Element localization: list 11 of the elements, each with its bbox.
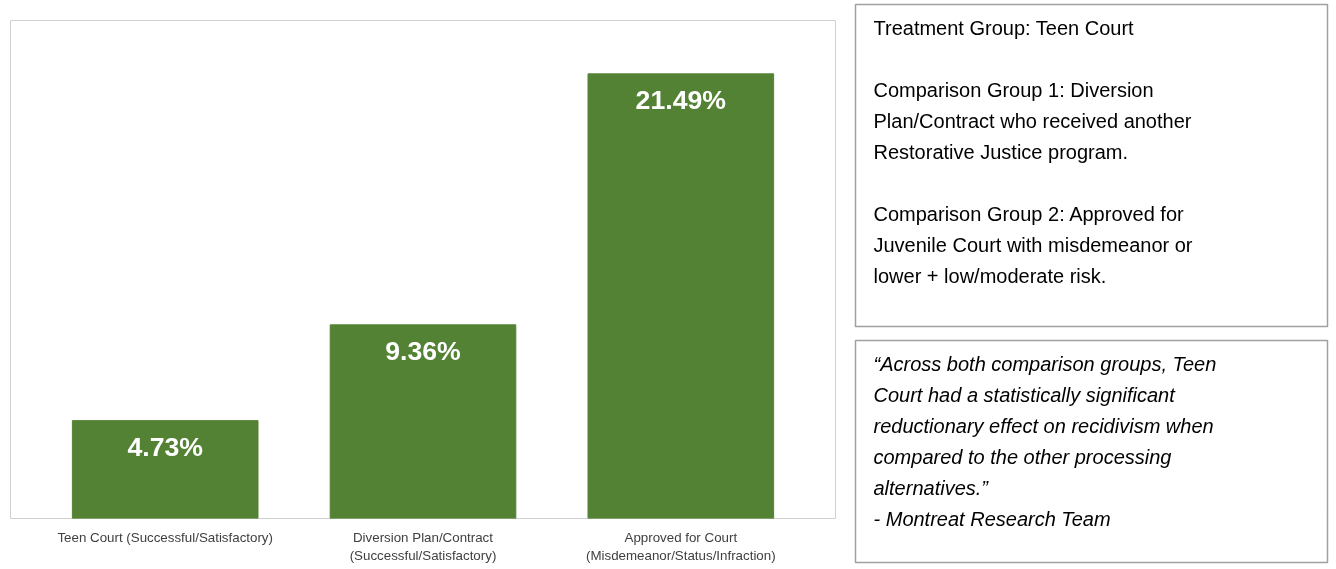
data-label: 9.36% — [385, 335, 461, 366]
x-tick-label: Approved for Court (Misdemeanor/Status/Infraction) — [586, 529, 776, 563]
data-label: 4.73% — [127, 431, 203, 462]
text: Comparison Group 2: Approved for Juvenile Court with misdemeanor or lower + low/moderate risk. — [873, 202, 1193, 287]
text: Treatment Group: Teen Court — [873, 16, 1135, 39]
x-tick-label: Teen Court (Successful/Satisfactory) — [57, 529, 273, 545]
data-label: 21.49% — [635, 84, 727, 115]
text: - Montreat Research Team — [873, 507, 1111, 530]
text: Comparison Group 1: Diversion Plan/Contract who received another Restorative Justice program. — [873, 78, 1192, 163]
x-tick-label: Diversion Plan/Contract (Successful/Satisfactory) — [349, 529, 497, 563]
text: “Across both comparison groups, Teen Court had a statistically significant reductionary effect on recidivism when compared to the other processing alternatives.” — [873, 352, 1217, 499]
